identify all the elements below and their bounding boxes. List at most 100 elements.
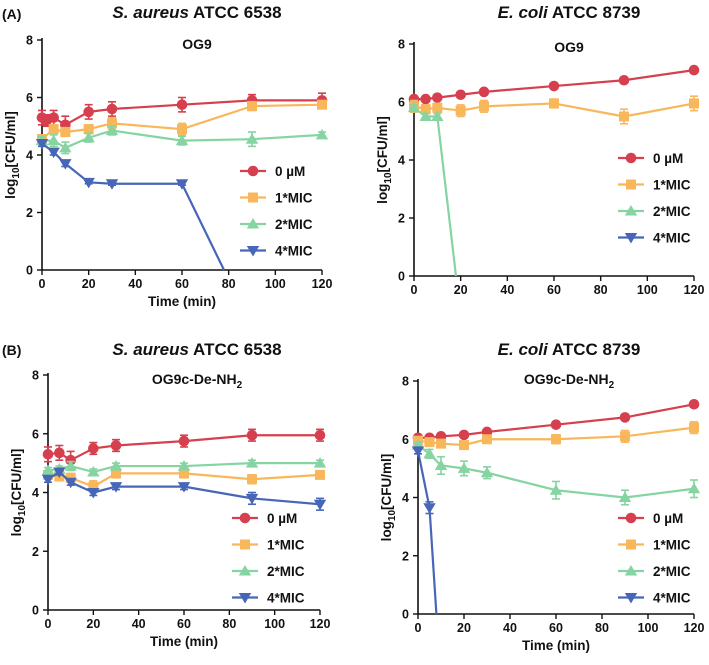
series-2-mic [407, 101, 458, 277]
y-tick-label: 0 [398, 270, 405, 284]
y-tick-label: 2 [32, 545, 39, 559]
data-point [479, 101, 489, 112]
x-tick-label: 0 [415, 621, 422, 635]
data-point [455, 105, 466, 116]
y-tick-label: 6 [398, 96, 405, 110]
y-tick-label: 4 [402, 491, 409, 505]
series-line [416, 450, 438, 615]
chart-subtitle-subscript: 2 [237, 380, 243, 391]
legend-label: 1*MIC [275, 191, 313, 206]
data-point [59, 141, 72, 153]
data-point [548, 80, 560, 92]
data-point [179, 468, 189, 479]
legend-label: 0 µM [275, 164, 305, 179]
data-point [176, 99, 188, 110]
y-tick-label: 0 [402, 608, 409, 622]
data-point [64, 477, 77, 489]
data-point [423, 503, 436, 514]
chart-title-species: E. coli [498, 3, 549, 22]
chart-title-species: E. coli [498, 340, 549, 359]
y-axis-label: log10[CFU/ml] [9, 449, 28, 537]
x-tick-label: 100 [265, 277, 286, 291]
data-point [313, 457, 327, 468]
data-point [247, 101, 257, 112]
x-tick-label: 20 [457, 621, 471, 635]
data-point [106, 103, 118, 115]
legend-label: 2*MIC [267, 564, 305, 579]
data-point [457, 462, 471, 473]
legend-label: 0 µM [653, 151, 683, 166]
data-point [458, 429, 470, 441]
chart-subtitle: OG9c-De-NH2 [524, 371, 615, 391]
data-point [411, 446, 425, 457]
panel-label-a: (A) [2, 6, 21, 22]
data-point [431, 110, 444, 121]
series-2-mic [411, 439, 701, 506]
data-point [689, 422, 699, 433]
data-point [87, 465, 100, 477]
data-point [478, 86, 490, 98]
x-tick-label: 100 [638, 621, 659, 635]
x-tick-label: 80 [222, 277, 236, 291]
data-point [420, 104, 431, 115]
legend-marker [240, 539, 250, 550]
y-tick-label: 4 [398, 154, 405, 168]
data-point [107, 118, 117, 129]
data-point [618, 491, 632, 502]
x-tick-label: 20 [454, 283, 468, 297]
x-tick-label: 100 [637, 283, 658, 297]
data-point [175, 134, 189, 146]
y-tick-label: 6 [402, 433, 409, 447]
y-tick-label: 4 [32, 486, 39, 500]
y-tick-label: 2 [398, 212, 405, 226]
legend-label: 0 µM [653, 511, 683, 526]
data-point [688, 64, 700, 76]
data-point [687, 482, 701, 494]
x-tick-label: 120 [310, 617, 331, 631]
y-axis-label-log: log [9, 516, 24, 536]
series-line [413, 106, 458, 277]
data-point [109, 460, 123, 471]
data-point [245, 133, 259, 144]
chart-title: S. aureus ATCC 6538 [112, 3, 281, 22]
x-tick-label: 0 [411, 283, 418, 297]
chart-subtitle-text: OG9c-De-NH [524, 371, 609, 387]
legend-label: 4*MIC [653, 231, 691, 246]
y-axis-label-subscript: 10 [17, 505, 28, 517]
legend-marker [624, 233, 638, 244]
data-point [317, 99, 327, 110]
y-axis-label-unit: [CFU/ml] [379, 454, 394, 510]
data-point [59, 159, 72, 170]
legend-marker [624, 593, 638, 604]
legend-label: 1*MIC [653, 178, 691, 193]
series-4-mic [35, 139, 225, 271]
legend-label: 2*MIC [275, 217, 313, 232]
data-point [54, 447, 65, 459]
legend-label: 1*MIC [267, 538, 305, 553]
chart-subtitle: OG9c-De-NH2 [152, 371, 243, 391]
chart-title-species: S. aureus [112, 340, 189, 359]
chart-title: E. coli ATCC 8739 [498, 3, 641, 22]
data-point [549, 484, 563, 495]
legend-marker [238, 593, 252, 604]
y-tick-label: 2 [26, 206, 33, 220]
data-point [64, 460, 77, 471]
legend-marker [626, 539, 636, 550]
data-point [618, 74, 630, 86]
y-tick-label: 4 [26, 149, 33, 163]
data-point [111, 468, 121, 479]
y-tick-label: 2 [402, 549, 409, 563]
data-point [432, 92, 443, 103]
data-point [550, 419, 562, 430]
x-tick-label: 20 [86, 617, 100, 631]
chart-title-strain: ATCC 8739 [548, 340, 641, 359]
x-tick-label: 40 [128, 277, 142, 291]
data-point [47, 134, 60, 146]
chart-subtitle-text: OG9c-De-NH [152, 371, 237, 387]
data-point [419, 110, 432, 121]
legend-marker [246, 218, 260, 229]
data-point [482, 434, 492, 445]
legend-label: 4*MIC [653, 591, 691, 606]
